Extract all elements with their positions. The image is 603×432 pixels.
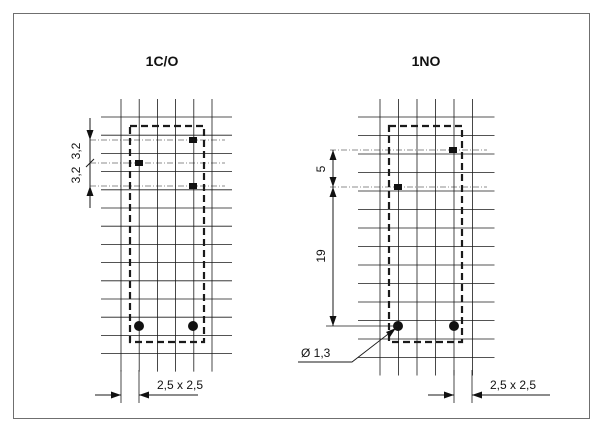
right-coil-pin-2 [449, 321, 459, 331]
left-pitch-label: 2,5 x 2,5 [157, 378, 203, 392]
right-title: 1NO [412, 53, 441, 69]
left-pcb-grid [101, 99, 232, 372]
left-dim-tick [85, 158, 95, 168]
right-pcb-grid [358, 99, 495, 376]
right-dim-lower-label: 19 [314, 249, 328, 263]
right-dim-arrow-4 [329, 316, 337, 326]
right-hole-leader [298, 327, 397, 363]
right-dim-arrow-1 [329, 150, 337, 160]
left-coil-pin-2 [188, 321, 198, 331]
drawing-frame [13, 13, 590, 419]
left-dim-arrow-top [86, 130, 94, 140]
right-hole-label: Ø 1,3 [301, 346, 331, 360]
right-pitch-label: 2,5 x 2,5 [490, 378, 536, 392]
right-pitch-arrow-a [444, 391, 454, 399]
left-dim-lower-label: 3,2 [69, 166, 83, 183]
left-title: 1C/O [146, 53, 179, 69]
left-relay-outline [128, 124, 206, 344]
left-coil-pin-1 [134, 321, 144, 331]
left-pitch-arrow-a [111, 391, 121, 399]
right-hole-leader-arrow [386, 328, 396, 337]
right-dim-arrow-2 [329, 177, 337, 187]
right-dim-upper-label: 5 [314, 165, 328, 172]
right-pitch-arrow-b [472, 391, 482, 399]
right-dim-arrow-3 [329, 187, 337, 197]
left-dim-upper-label: 3,2 [69, 142, 83, 159]
left-dim-arrow-bottom [86, 186, 94, 196]
left-pitch-arrow-b [139, 391, 149, 399]
right-relay-outline [387, 124, 464, 344]
